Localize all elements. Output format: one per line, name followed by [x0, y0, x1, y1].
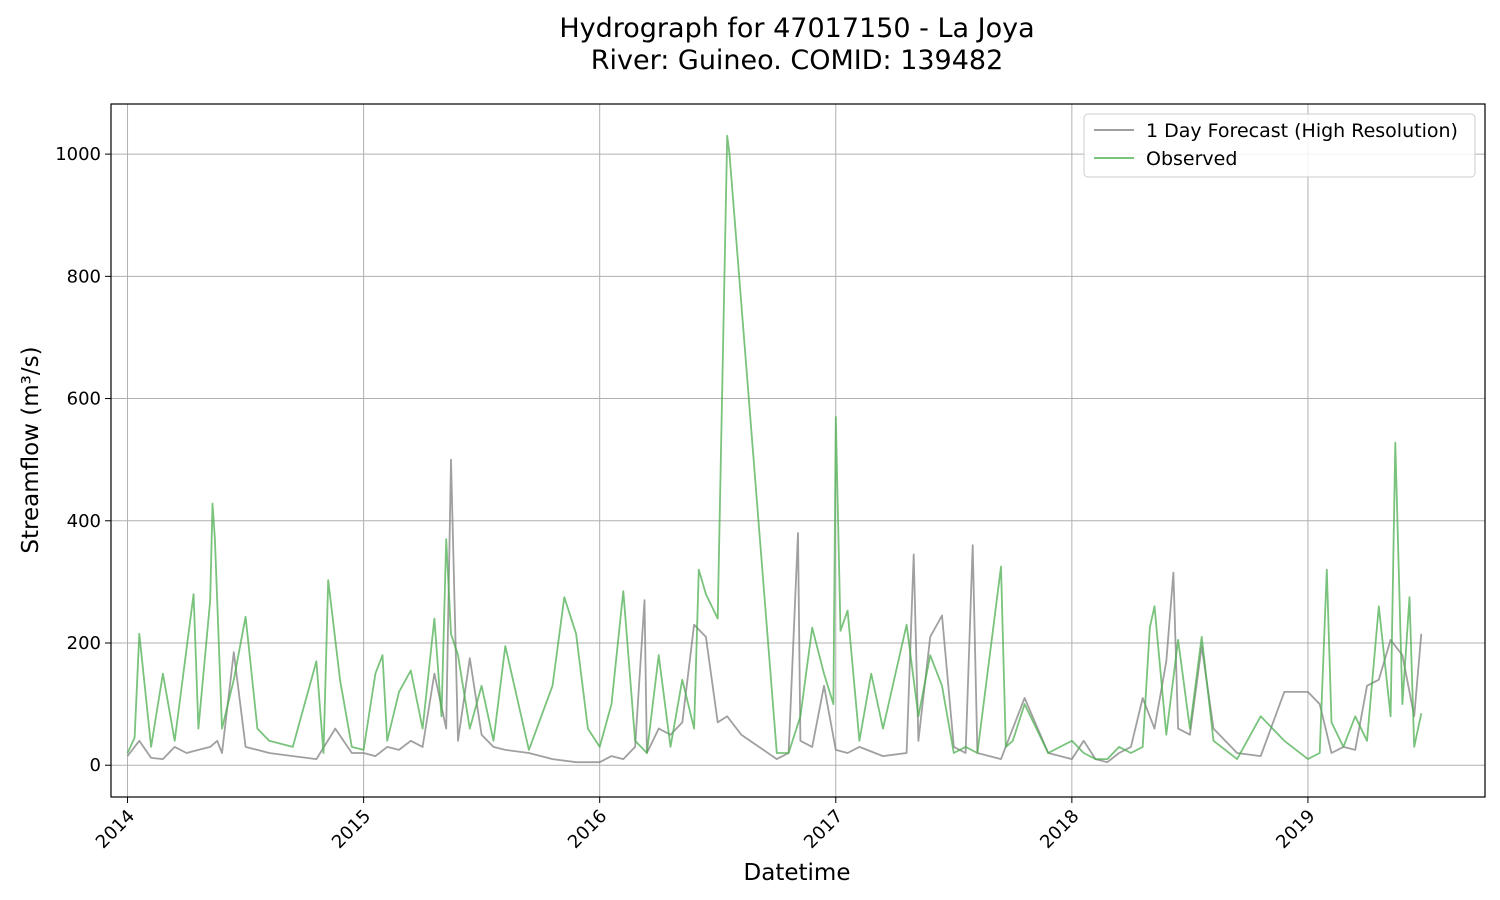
- series-line-observed: [126, 134, 1423, 760]
- y-tick-label: 0: [90, 755, 101, 776]
- x-axis: 2014 2015 2016 2017 2018 2019: [92, 797, 1319, 853]
- y-axis-label: Streamflow (m³/s): [18, 346, 44, 553]
- x-axis-label: Datetime: [744, 860, 851, 886]
- y-tick-label: 200: [67, 633, 101, 654]
- chart-title: Hydrograph for 47017150 - La Joya: [559, 13, 1034, 44]
- x-tick-label: 2014: [92, 806, 139, 853]
- chart-subtitle: River: Guineo. COMID: 139482: [591, 45, 1004, 76]
- legend-box: [1083, 113, 1476, 178]
- legend-label-observed: Observed: [1146, 148, 1237, 170]
- y-tick-label: 400: [67, 511, 101, 532]
- series-layer: [126, 134, 1423, 764]
- plot-area-frame: [110, 103, 1486, 798]
- x-tick-label: 2016: [564, 806, 611, 853]
- x-tick-label: 2019: [1272, 806, 1319, 853]
- x-tick-label: 2017: [800, 806, 847, 853]
- y-axis: 0 200 400 600 800 1000: [55, 144, 111, 776]
- legend: 1 Day Forecast (High Resolution) Observe…: [1083, 113, 1476, 178]
- x-tick-label: 2015: [328, 806, 375, 853]
- y-tick-label: 800: [67, 266, 101, 287]
- y-tick-label: 1000: [55, 144, 101, 165]
- grid-lines: [111, 104, 1485, 797]
- series-line-forecast: [126, 458, 1423, 764]
- legend-label-forecast: 1 Day Forecast (High Resolution): [1146, 120, 1458, 142]
- x-tick-label: 2018: [1036, 806, 1083, 853]
- y-tick-label: 600: [67, 389, 101, 410]
